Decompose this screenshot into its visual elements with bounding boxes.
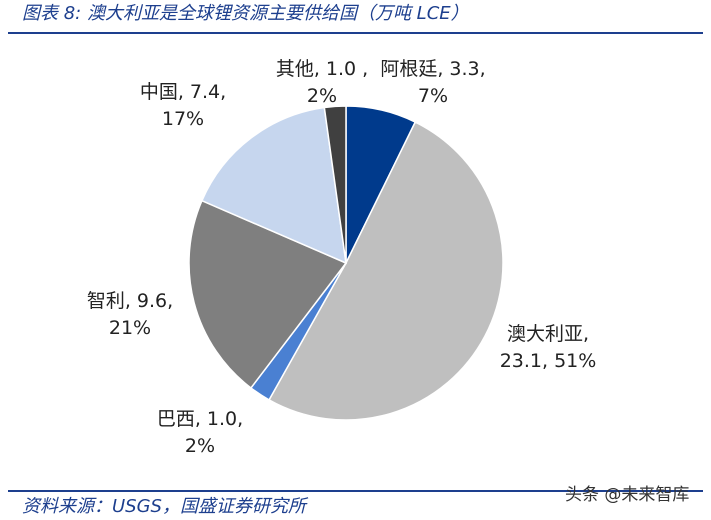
category-label: 智利,: [87, 290, 131, 312]
slice-label: 澳大利亚,: [507, 323, 589, 345]
value-label: 23.1,: [500, 350, 548, 372]
category-label: 阿根廷,: [380, 58, 443, 80]
pie-slice: [323, 105, 347, 264]
slice-label: 7%: [418, 85, 448, 107]
slice-label: 2%: [185, 435, 215, 457]
slice-label: 2%: [307, 85, 337, 107]
slice-label: 21%: [109, 317, 151, 339]
slice-label: 巴西, 1.0,: [157, 408, 243, 430]
percent-label: 7%: [418, 85, 448, 107]
percent-label: 17%: [162, 108, 204, 130]
pie-slice: [200, 106, 347, 265]
slice-label: 智利, 9.6,: [87, 290, 173, 312]
value-label: 1.0,: [207, 408, 243, 430]
percent-label: 21%: [109, 317, 151, 339]
percent-label: 51%: [554, 350, 596, 372]
value-label: 7.4,: [190, 81, 226, 103]
category-label: 中国,: [140, 81, 184, 103]
pie-slice: [268, 121, 504, 421]
source: 资料来源：USGS，国盛证券研究所: [22, 496, 309, 517]
category-label: 澳大利亚,: [507, 323, 589, 345]
pie: [188, 105, 504, 421]
percent-label: 2%: [185, 435, 215, 457]
value-label: 9.6,: [137, 290, 173, 312]
slice-label: 阿根廷, 3.3,: [380, 58, 485, 80]
slice-label: 17%: [162, 108, 204, 130]
slice-label: 23.1, 51%: [500, 350, 597, 372]
category-label: 巴西,: [157, 408, 201, 430]
slice-label: 其他, 1.0 ,: [276, 58, 368, 80]
pie-slice: [188, 199, 348, 389]
chart-title: 图表 8: 澳大利亚是全球锂资源主要供给国（万吨 LCE）: [22, 3, 469, 24]
value-label: 1.0 ,: [326, 58, 368, 80]
watermark: 头条 @未来智库: [565, 485, 689, 505]
category-label: 其他,: [276, 58, 320, 80]
value-label: 3.3,: [449, 58, 485, 80]
slice-label: 中国, 7.4,: [140, 81, 226, 103]
percent-label: 2%: [307, 85, 337, 107]
